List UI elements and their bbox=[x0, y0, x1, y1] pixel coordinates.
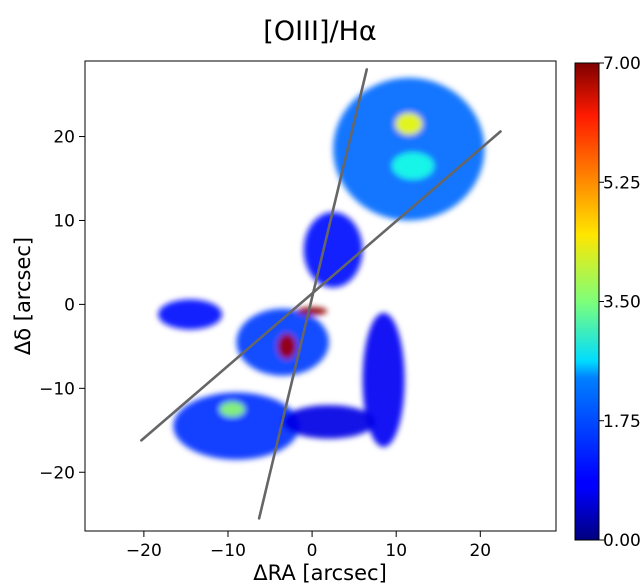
overlay-line-1 bbox=[140, 130, 502, 442]
emission-nucleus bbox=[296, 306, 328, 316]
y-tick-label: 20 bbox=[53, 128, 75, 148]
emission-south-arc bbox=[282, 405, 376, 439]
x-tick-label: −10 bbox=[210, 541, 246, 561]
colorbar-ticks: 0.00 1.75 3.50 5.25 7.00 bbox=[599, 54, 641, 551]
emission-north-east-peak bbox=[395, 113, 423, 135]
x-tick-label: 20 bbox=[469, 541, 491, 561]
emission-north-east-knot bbox=[391, 152, 435, 180]
colorbar-tick-label: 3.50 bbox=[603, 293, 641, 313]
emission-south-west-lobe bbox=[173, 392, 300, 460]
y-axis-ticks: −20 −10 0 10 20 bbox=[39, 128, 85, 483]
x-axis-ticks: −20 −10 0 10 20 bbox=[126, 531, 491, 561]
colorbar-tick-label: 7.00 bbox=[603, 54, 641, 74]
colorbar bbox=[574, 62, 600, 541]
emission-south-west-knot bbox=[219, 401, 245, 417]
chart-title: [OIII]/Hα bbox=[263, 16, 376, 47]
overlay-lines bbox=[140, 68, 502, 520]
colorbar-tick-label: 1.75 bbox=[603, 412, 641, 432]
y-tick-label: 0 bbox=[64, 295, 75, 315]
x-tick-label: 0 bbox=[307, 541, 318, 561]
overlay-line-2 bbox=[257, 68, 369, 520]
y-tick-label: −20 bbox=[39, 463, 75, 483]
x-tick-label: 10 bbox=[385, 541, 407, 561]
x-tick-label: −20 bbox=[126, 541, 162, 561]
emission-map bbox=[158, 77, 485, 460]
colorbar-tick-label: 0.00 bbox=[603, 531, 641, 551]
plot-area bbox=[84, 60, 557, 532]
emission-south-east-arc bbox=[362, 312, 405, 448]
y-tick-label: 10 bbox=[53, 211, 75, 231]
y-axis-label: Δδ [arcsec] bbox=[11, 237, 35, 355]
colorbar-tick-label: 5.25 bbox=[603, 173, 641, 193]
x-axis-label: ΔRA [arcsec] bbox=[253, 561, 387, 585]
emission-west-blob bbox=[158, 299, 223, 330]
emission-north-east-lobe bbox=[333, 77, 485, 221]
emission-central-peak bbox=[277, 333, 297, 359]
y-tick-label: −10 bbox=[39, 379, 75, 399]
